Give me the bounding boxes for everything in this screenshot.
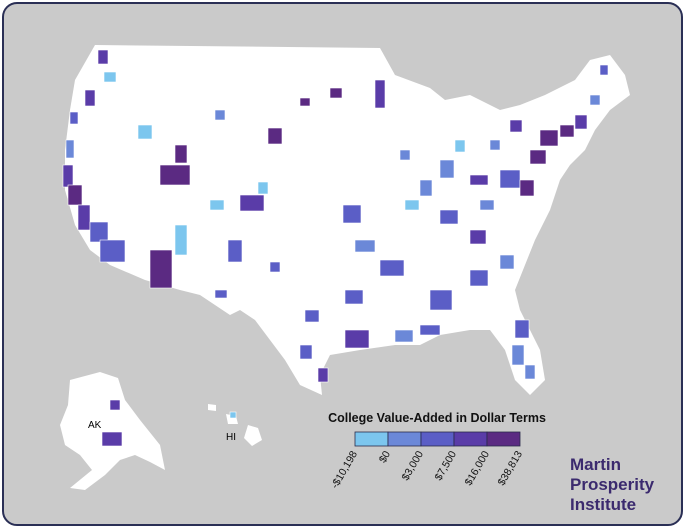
metro-area <box>269 261 281 273</box>
metro-area <box>511 344 525 366</box>
metro-area <box>454 139 466 153</box>
metro-area <box>469 174 489 186</box>
alaska <box>60 372 165 490</box>
metro-area <box>469 269 489 287</box>
metro-area <box>149 249 173 289</box>
metro-area <box>209 199 225 211</box>
logo-text: Institute <box>570 495 636 514</box>
metro-area <box>65 139 75 159</box>
metro-area <box>174 144 188 164</box>
metro-area <box>109 399 121 411</box>
metro-area <box>439 209 459 225</box>
metro-area <box>299 97 311 107</box>
logo-text: Prosperity <box>570 475 655 494</box>
metro-area <box>394 329 414 343</box>
legend-swatch <box>453 431 488 447</box>
metro-areas <box>62 49 609 447</box>
metro-area <box>174 224 188 256</box>
metro-area <box>342 204 362 224</box>
metro-area <box>101 431 123 447</box>
metro-area <box>103 71 117 83</box>
metro-area <box>69 111 79 125</box>
metro-area <box>399 149 411 161</box>
metro-area <box>559 124 575 138</box>
metro-area <box>469 229 487 245</box>
metro-area <box>524 364 536 380</box>
metro-area <box>97 49 109 65</box>
metro-area <box>429 289 453 311</box>
metro-area <box>159 164 191 186</box>
metro-area <box>299 344 313 360</box>
metro-area <box>354 239 376 253</box>
region-label: AK <box>88 420 102 431</box>
metro-area <box>317 367 329 383</box>
metro-area <box>419 324 441 336</box>
legend-swatch <box>486 431 521 447</box>
metro-area <box>499 254 515 270</box>
metro-area <box>404 199 420 211</box>
legend-swatch <box>354 431 389 447</box>
metro-area <box>229 411 237 419</box>
metro-area <box>267 127 283 145</box>
metro-area <box>77 204 91 231</box>
metro-area <box>374 79 386 109</box>
metro-area <box>239 194 265 212</box>
region-label: HI <box>226 432 236 443</box>
metro-area <box>479 199 495 211</box>
metro-area <box>514 319 530 339</box>
metro-area <box>574 114 588 130</box>
metro-area <box>489 139 501 151</box>
metro-area <box>344 289 364 305</box>
hawaii-island <box>244 425 262 446</box>
metro-area <box>589 94 601 106</box>
metro-area <box>439 159 455 179</box>
metro-area <box>214 289 228 299</box>
metro-area <box>67 184 83 206</box>
legend-title: College Value-Added in Dollar Terms <box>328 411 546 425</box>
metro-area <box>519 179 535 197</box>
hawaii-island <box>208 404 216 411</box>
metro-area <box>344 329 370 349</box>
metro-area <box>509 119 523 133</box>
metro-area <box>137 124 153 140</box>
metro-area <box>329 87 343 99</box>
metro-area <box>599 64 609 76</box>
metro-area <box>539 129 559 147</box>
metro-area <box>499 169 521 189</box>
metro-area <box>304 309 320 323</box>
metro-area <box>379 259 405 277</box>
legend-swatch <box>387 431 422 447</box>
metro-area <box>529 149 547 165</box>
legend-swatch <box>420 431 455 447</box>
metro-area <box>62 164 74 188</box>
metro-area <box>227 239 243 263</box>
metro-area <box>419 179 433 197</box>
metro-area <box>99 239 126 263</box>
legend-label: $0 <box>377 449 393 465</box>
logo-text: Martin <box>570 455 621 474</box>
metro-area <box>89 221 109 243</box>
metro-area <box>84 89 96 107</box>
metro-area <box>257 181 269 195</box>
metro-area <box>214 109 226 121</box>
